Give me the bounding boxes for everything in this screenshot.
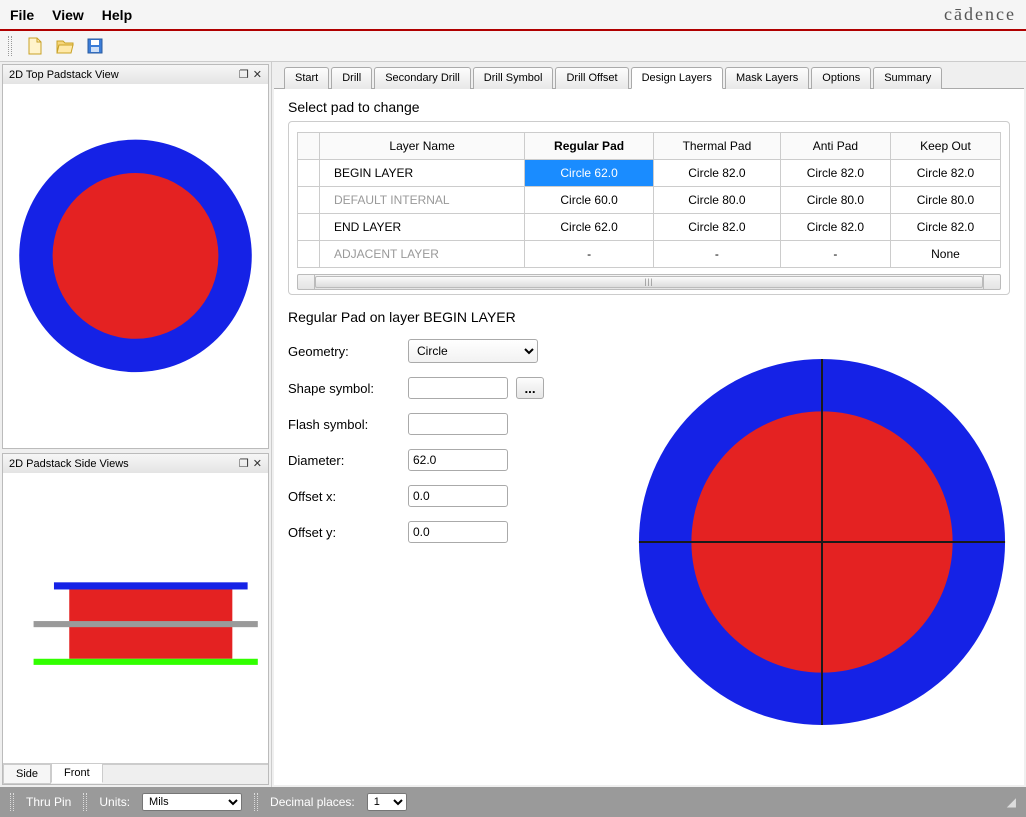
tab-design-layers[interactable]: Design Layers	[631, 67, 723, 89]
status-decimal-label: Decimal places:	[270, 795, 355, 809]
decimal-select[interactable]: 1	[367, 793, 407, 811]
undock-icon[interactable]: ❐	[239, 68, 249, 81]
label-geometry: Geometry:	[288, 344, 408, 359]
menu-help[interactable]: Help	[102, 7, 132, 23]
col-layer-name[interactable]: Layer Name	[320, 133, 525, 160]
side-padstack-title: 2D Padstack Side Views	[9, 458, 129, 470]
shape-symbol-input[interactable]	[408, 377, 508, 399]
new-file-icon[interactable]	[24, 35, 46, 57]
offset-x-input[interactable]	[408, 485, 508, 507]
menubar: File View Help cādence	[0, 0, 1026, 31]
tab-options[interactable]: Options	[811, 67, 871, 89]
offset-y-input[interactable]	[408, 521, 508, 543]
tab-secondary-drill[interactable]: Secondary Drill	[374, 67, 471, 89]
tab-drill-symbol[interactable]: Drill Symbol	[473, 67, 554, 89]
undock-icon[interactable]: ❐	[239, 457, 249, 470]
tab-content: Select pad to change Layer Name Regular …	[274, 88, 1024, 785]
shape-symbol-browse-button[interactable]: ...	[516, 377, 544, 399]
save-icon[interactable]	[84, 35, 106, 57]
status-units-label: Units:	[99, 795, 130, 809]
label-diameter: Diameter:	[288, 453, 408, 468]
tab-mask-layers[interactable]: Mask Layers	[725, 67, 809, 89]
label-offset-y: Offset y:	[288, 525, 408, 540]
status-thru-pin: Thru Pin	[26, 795, 71, 809]
main-tabs: Start Drill Secondary Drill Drill Symbol…	[272, 62, 1026, 88]
horizontal-scrollbar[interactable]: |||	[297, 274, 1001, 290]
open-folder-icon[interactable]	[54, 35, 76, 57]
main-area: 2D Top Padstack View ❐ ✕ 2D Padstack Sid…	[0, 62, 1026, 787]
tab-front[interactable]: Front	[51, 764, 103, 783]
top-padstack-panel: 2D Top Padstack View ❐ ✕	[2, 64, 269, 449]
table-row[interactable]: BEGIN LAYERCircle 62.0Circle 82.0Circle …	[298, 160, 1001, 187]
label-flash-symbol: Flash symbol:	[288, 417, 408, 432]
col-regular-pad[interactable]: Regular Pad	[525, 133, 654, 160]
units-select[interactable]: Mils	[142, 793, 242, 811]
form-title: Regular Pad on layer BEGIN LAYER	[288, 309, 618, 325]
tab-start[interactable]: Start	[284, 67, 329, 89]
close-icon[interactable]: ✕	[253, 68, 262, 81]
table-row[interactable]: DEFAULT INTERNALCircle 60.0Circle 80.0Ci…	[298, 187, 1001, 214]
tab-drill[interactable]: Drill	[331, 67, 372, 89]
tab-drill-offset[interactable]: Drill Offset	[555, 67, 628, 89]
tab-summary[interactable]: Summary	[873, 67, 942, 89]
diameter-input[interactable]	[408, 449, 508, 471]
side-padstack-canvas	[3, 473, 268, 764]
right-column: Start Drill Secondary Drill Drill Symbol…	[272, 62, 1026, 787]
layer-table-box: Layer Name Regular Pad Thermal Pad Anti …	[288, 121, 1010, 295]
status-bar: Thru Pin Units: Mils Decimal places: 1 ◢	[0, 787, 1026, 817]
flash-symbol-input[interactable]	[408, 413, 508, 435]
col-keep-out[interactable]: Keep Out	[890, 133, 1000, 160]
pad-preview	[634, 309, 1010, 775]
table-row[interactable]: ADJACENT LAYER---None	[298, 241, 1001, 268]
tab-side[interactable]: Side	[3, 765, 51, 784]
side-view-tabs: Side Front	[3, 764, 268, 784]
section-title: Select pad to change	[288, 99, 1010, 115]
col-anti-pad[interactable]: Anti Pad	[780, 133, 890, 160]
top-padstack-title: 2D Top Padstack View	[9, 69, 119, 81]
label-offset-x: Offset x:	[288, 489, 408, 504]
col-thermal-pad[interactable]: Thermal Pad	[653, 133, 780, 160]
table-row[interactable]: END LAYERCircle 62.0Circle 82.0Circle 82…	[298, 214, 1001, 241]
top-padstack-canvas	[3, 84, 268, 448]
side-padstack-panel: 2D Padstack Side Views ❐ ✕ Side Front	[2, 453, 269, 785]
close-icon[interactable]: ✕	[253, 457, 262, 470]
label-shape-symbol: Shape symbol:	[288, 381, 408, 396]
menu-view[interactable]: View	[52, 7, 84, 23]
menu-file[interactable]: File	[10, 7, 34, 23]
resize-grip-icon[interactable]: ◢	[1007, 795, 1016, 809]
left-column: 2D Top Padstack View ❐ ✕ 2D Padstack Sid…	[0, 62, 272, 787]
pad-form: Regular Pad on layer BEGIN LAYER Geometr…	[288, 309, 618, 775]
toolbar	[0, 31, 1026, 62]
layer-table: Layer Name Regular Pad Thermal Pad Anti …	[297, 132, 1001, 268]
geometry-select[interactable]: Circle	[408, 339, 538, 363]
brand-logo: cādence	[944, 4, 1016, 25]
